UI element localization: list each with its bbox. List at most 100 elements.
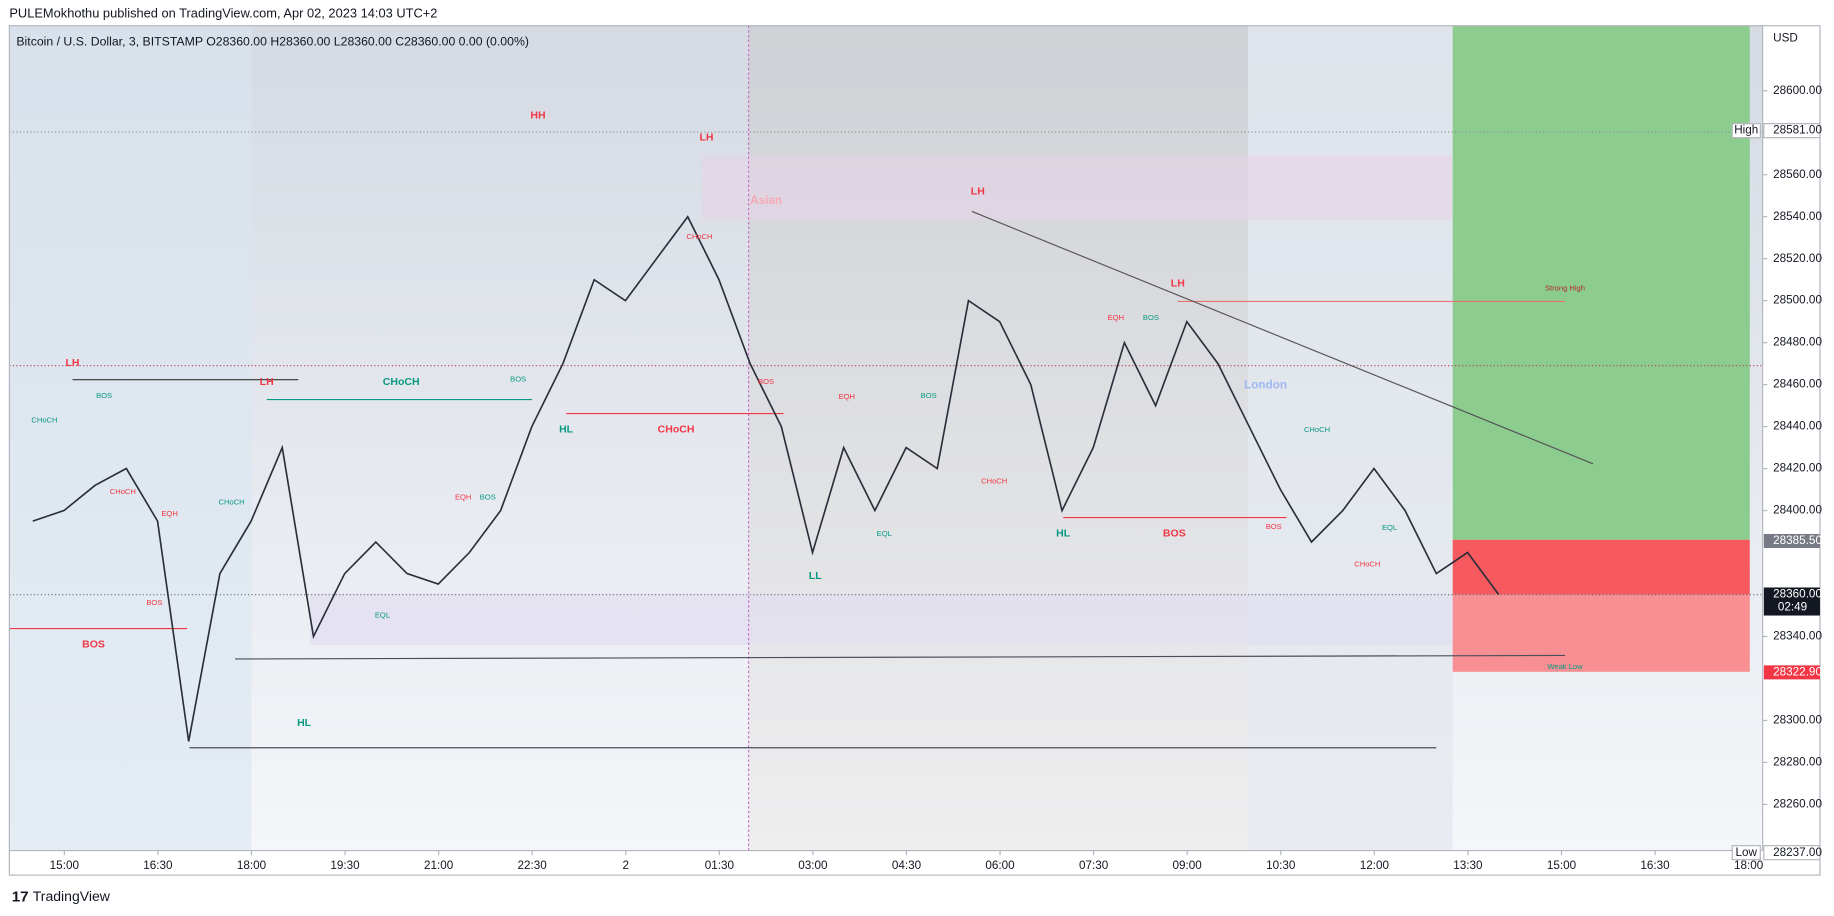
x-tick-label: 13:30 [1453,859,1483,872]
x-tick-label: 15:00 [50,859,80,872]
session-zone [1248,25,1453,851]
annotation: Strong High [1545,284,1585,293]
y-tick-label: 28460.00 [1773,378,1822,391]
price-marker-label: 28322.90 [1773,665,1822,678]
loss-zone [1452,539,1750,595]
y-tick-label: 28480.00 [1773,336,1822,349]
x-tick-label: 12:00 [1360,859,1390,872]
x-tick-label: 22:30 [518,859,548,872]
price-marker [1763,665,1820,680]
y-tick-label: 28500.00 [1773,294,1822,307]
annotation: CHoCH [981,476,1007,485]
symbol-legend: Bitcoin / U.S. Dollar, 3, BITSTAMP O2836… [16,34,529,48]
annotation: CHoCH [110,487,136,496]
countdown: 02:49 [1778,600,1807,613]
loss-zone [1452,594,1750,672]
session-zone [9,25,252,851]
annotation: CHoCH [31,416,57,425]
annotation: EQL [375,611,390,620]
x-tick-label: 18:00 [237,859,267,872]
x-tick-label: 19:30 [330,859,360,872]
annotation: EQH [455,493,471,502]
annotation: HL [297,717,312,729]
x-tick-label: 16:30 [143,859,173,872]
annotation: BOS [96,391,112,400]
annotation: CHoCH [383,376,420,388]
trend-line [971,210,1594,465]
profit-zone [1452,25,1750,540]
y-tick-label: 28600.00 [1773,84,1822,97]
annotation: BOS [1163,528,1186,540]
price-marker-label: 28385.50 [1773,534,1822,547]
annotation: BOS [758,377,774,386]
price-marker [1763,533,1820,548]
annotation: HL [1056,528,1071,540]
y-tick-label: 28560.00 [1773,168,1822,181]
annotation: LH [971,185,985,197]
annotation: BOS [146,598,162,607]
annotation: BOS [1143,313,1159,322]
price-marker [1763,845,1821,861]
annotation: HH [530,109,545,121]
annotation: LH [260,376,274,388]
x-tick-label: 06:00 [985,859,1015,872]
publisher-line: PULEMokhothu published on TradingView.co… [9,5,437,20]
annotation: EQL [877,529,892,538]
price-marker-label: 28237.00 [1773,846,1822,859]
y-tick-label: 28400.00 [1773,504,1822,517]
zone [701,155,1453,220]
annotation: EQL [1382,523,1397,532]
y-tick-label: 28440.00 [1773,420,1822,433]
brand: TradingView [33,888,111,904]
annotation: EQH [1108,313,1124,322]
y-tick-label: 28260.00 [1773,797,1822,810]
x-tick-label: 04:30 [892,859,922,872]
annotation: LH [699,132,713,144]
x-tick-label: 21:00 [424,859,454,872]
annotation: CHoCH [686,232,712,241]
annotation: BOS [480,493,496,502]
annotation: BOS [1266,522,1282,531]
logo: 17 [12,888,29,905]
x-tick-label: 01:30 [705,859,735,872]
annotation: HL [559,424,574,436]
session-zone [748,25,1249,851]
annotation: CHoCH [658,424,695,436]
price-tag-label: Low [1736,846,1758,859]
price-marker [1763,587,1820,616]
y-tick-label: 28280.00 [1773,756,1822,769]
annotation: Weak Low [1547,662,1583,671]
y-tick-label: 28420.00 [1773,462,1822,475]
x-tick-label: 2 [622,859,629,872]
frame [8,25,1821,876]
y-tick-label: 28520.00 [1773,252,1822,265]
x-tick-label: 16:30 [1640,859,1670,872]
annotation: BOS [510,375,526,384]
y-axis-label: USD [1773,32,1798,45]
y-tick-label: 28300.00 [1773,714,1822,727]
price-line [32,215,1500,742]
level-line [235,654,1565,660]
price-marker [1763,123,1821,139]
annotation: EQH [839,392,855,401]
y-tick-label: 28540.00 [1773,210,1822,223]
annotation: CHoCH [1354,559,1380,568]
x-tick-label: 18:00 [1734,859,1764,872]
annotation: EQH [161,509,177,518]
x-tick-label: 10:30 [1266,859,1296,872]
price-tag [1731,845,1761,861]
x-tick-label: 15:00 [1547,859,1577,872]
y-tick-label: 28340.00 [1773,630,1822,643]
x-tick-label: 07:30 [1079,859,1109,872]
price-tag-label: High [1734,124,1758,137]
x-tick-label: 03:00 [798,859,828,872]
annotation: CHoCH [219,497,245,506]
price-marker-label: 28581.00 [1773,124,1822,137]
x-tick-label: 09:00 [1173,859,1203,872]
annotation: LH [1171,278,1185,290]
annotation: CHoCH [1304,425,1330,434]
zone [309,593,1453,645]
annotation: London [1244,379,1287,392]
